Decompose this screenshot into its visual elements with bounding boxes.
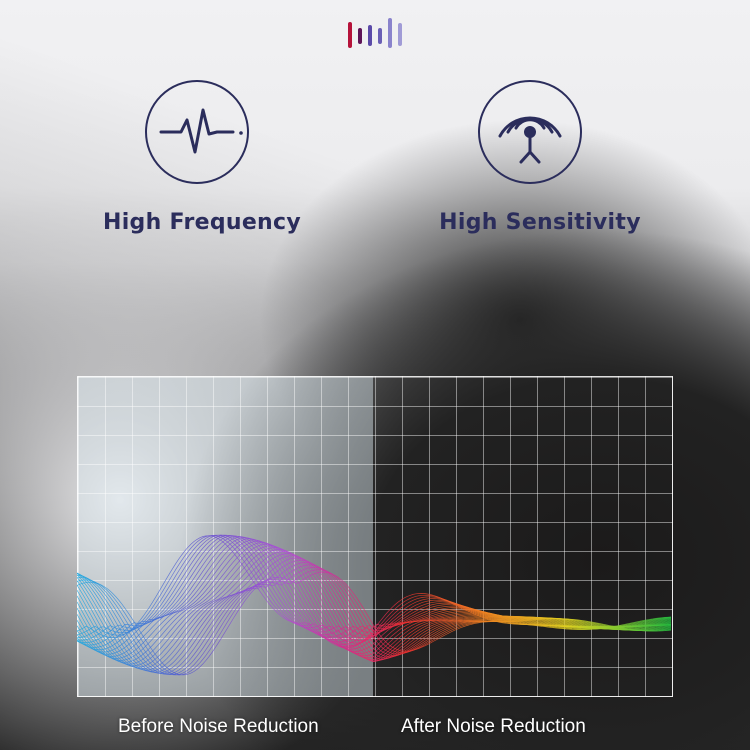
sound-bars-logo xyxy=(348,18,402,48)
waveform-line xyxy=(77,562,672,675)
waveform-line xyxy=(77,537,672,655)
heartbeat-pulse-icon xyxy=(159,108,243,154)
waveform-line xyxy=(77,557,672,674)
antenna-signal-icon xyxy=(498,116,562,164)
waveform-line xyxy=(77,540,672,661)
high-frequency-label: High Frequency xyxy=(103,210,301,235)
waveform-line xyxy=(77,564,672,676)
signal-waveform xyxy=(77,534,672,676)
before-noise-reduction-overlay xyxy=(77,376,373,697)
waveform-line xyxy=(77,534,672,646)
waveform-line xyxy=(77,543,672,665)
waveform-line xyxy=(77,551,671,671)
waveform-line xyxy=(77,549,672,670)
waveform-line xyxy=(77,535,672,649)
waveform-line xyxy=(77,539,672,659)
high-frequency-icon-circle xyxy=(145,80,249,184)
waveform-line xyxy=(77,535,672,648)
waveform-line xyxy=(77,566,672,676)
before-noise-reduction-caption: Before Noise Reduction xyxy=(118,716,319,737)
high-sensitivity-icon-circle xyxy=(478,80,582,184)
waveform-line xyxy=(77,534,672,644)
waveform-line xyxy=(77,534,672,641)
high-sensitivity-label: High Sensitivity xyxy=(439,210,641,235)
after-noise-reduction-caption: After Noise Reduction xyxy=(401,716,586,737)
waveform-line xyxy=(77,547,672,668)
waveform-line xyxy=(77,555,672,673)
waveform-line xyxy=(77,535,672,646)
waveform-lines xyxy=(77,534,672,676)
waveform-line xyxy=(77,559,672,675)
